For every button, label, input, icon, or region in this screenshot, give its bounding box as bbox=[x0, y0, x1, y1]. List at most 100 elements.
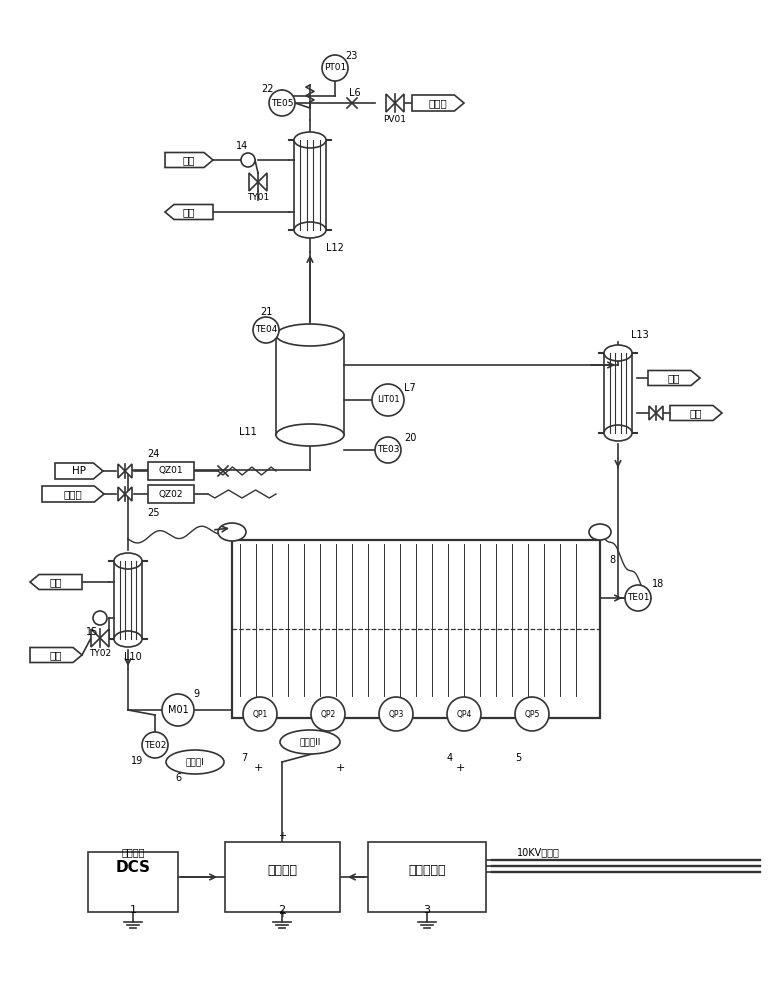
Text: 电解质: 电解质 bbox=[64, 489, 82, 499]
Text: L10: L10 bbox=[124, 652, 142, 662]
Ellipse shape bbox=[604, 425, 632, 441]
Text: QP2: QP2 bbox=[320, 710, 336, 718]
Ellipse shape bbox=[589, 524, 611, 540]
Text: +: + bbox=[336, 763, 345, 773]
Ellipse shape bbox=[604, 345, 632, 361]
Text: QP1: QP1 bbox=[253, 710, 267, 718]
Bar bbox=[294, 140, 326, 230]
Ellipse shape bbox=[166, 750, 224, 774]
Ellipse shape bbox=[93, 611, 107, 625]
Text: +: + bbox=[278, 831, 286, 841]
Text: TE03: TE03 bbox=[377, 446, 399, 454]
Text: TY01: TY01 bbox=[247, 194, 269, 202]
Polygon shape bbox=[249, 173, 258, 191]
Text: 7: 7 bbox=[241, 753, 247, 763]
Text: QP3: QP3 bbox=[389, 710, 404, 718]
Circle shape bbox=[447, 697, 481, 731]
Text: 23: 23 bbox=[345, 51, 357, 61]
Text: 冷媒: 冷媒 bbox=[183, 207, 195, 217]
Polygon shape bbox=[395, 94, 404, 112]
Ellipse shape bbox=[114, 553, 142, 569]
Polygon shape bbox=[656, 406, 663, 420]
Polygon shape bbox=[118, 464, 125, 478]
Text: 24: 24 bbox=[147, 449, 159, 459]
Text: M01: M01 bbox=[167, 705, 188, 715]
Text: 2: 2 bbox=[279, 905, 286, 915]
Polygon shape bbox=[412, 95, 464, 111]
Bar bbox=[148, 485, 194, 503]
Text: 25: 25 bbox=[147, 508, 159, 518]
Text: +: + bbox=[278, 909, 286, 919]
Text: QZ02: QZ02 bbox=[159, 489, 184, 498]
Ellipse shape bbox=[276, 424, 344, 446]
Polygon shape bbox=[30, 574, 82, 589]
Polygon shape bbox=[118, 487, 125, 501]
Text: 冷媒: 冷媒 bbox=[690, 408, 702, 418]
Text: 整流变压器: 整流变压器 bbox=[409, 863, 445, 876]
Text: 22: 22 bbox=[262, 84, 274, 94]
Ellipse shape bbox=[241, 153, 255, 167]
Text: QP5: QP5 bbox=[525, 710, 540, 718]
Text: 20: 20 bbox=[404, 433, 416, 443]
Polygon shape bbox=[165, 152, 213, 167]
Polygon shape bbox=[670, 406, 722, 420]
Text: 10KV高压电: 10KV高压电 bbox=[517, 847, 559, 857]
Text: +: + bbox=[455, 763, 465, 773]
Polygon shape bbox=[648, 370, 700, 385]
Text: TE05: TE05 bbox=[271, 99, 293, 107]
Text: L11: L11 bbox=[239, 427, 257, 437]
Text: 21: 21 bbox=[260, 307, 272, 317]
Circle shape bbox=[243, 697, 277, 731]
Text: 1: 1 bbox=[130, 905, 137, 915]
Text: TE01: TE01 bbox=[627, 593, 649, 602]
Bar bbox=[604, 353, 632, 433]
Bar bbox=[232, 540, 600, 718]
Text: 3: 3 bbox=[423, 905, 431, 915]
Text: HP: HP bbox=[72, 466, 86, 476]
Text: 19: 19 bbox=[131, 756, 143, 766]
Ellipse shape bbox=[218, 523, 246, 541]
Polygon shape bbox=[91, 629, 100, 647]
Text: PV01: PV01 bbox=[383, 114, 406, 123]
Ellipse shape bbox=[280, 730, 340, 754]
Text: L7: L7 bbox=[404, 383, 416, 393]
Polygon shape bbox=[258, 173, 267, 191]
Bar bbox=[114, 561, 142, 639]
Text: 冷媒: 冷媒 bbox=[50, 577, 62, 587]
Text: TE02: TE02 bbox=[144, 740, 166, 750]
Text: LIT01: LIT01 bbox=[376, 395, 399, 404]
Ellipse shape bbox=[276, 324, 344, 346]
Text: 9: 9 bbox=[193, 689, 199, 699]
Polygon shape bbox=[100, 629, 109, 647]
Text: 5: 5 bbox=[515, 753, 521, 763]
Text: 14: 14 bbox=[236, 141, 248, 151]
Text: 15: 15 bbox=[86, 627, 98, 637]
Circle shape bbox=[322, 55, 348, 81]
Text: 电解组I: 电解组I bbox=[186, 758, 204, 766]
Text: L12: L12 bbox=[326, 243, 344, 253]
Ellipse shape bbox=[294, 222, 326, 238]
Circle shape bbox=[311, 697, 345, 731]
Circle shape bbox=[269, 90, 295, 116]
Polygon shape bbox=[386, 94, 395, 112]
Circle shape bbox=[625, 585, 651, 611]
Bar bbox=[225, 842, 340, 912]
Text: L13: L13 bbox=[631, 330, 649, 340]
Polygon shape bbox=[30, 648, 82, 662]
Text: 直流电源: 直流电源 bbox=[267, 863, 297, 876]
Bar bbox=[148, 462, 194, 480]
Text: L6: L6 bbox=[349, 88, 361, 98]
Text: TE04: TE04 bbox=[255, 326, 277, 334]
Circle shape bbox=[253, 317, 279, 343]
Text: TY02: TY02 bbox=[89, 650, 111, 658]
Circle shape bbox=[515, 697, 549, 731]
Text: 4: 4 bbox=[447, 753, 453, 763]
Polygon shape bbox=[125, 464, 132, 478]
Text: PT01: PT01 bbox=[324, 64, 346, 73]
Circle shape bbox=[162, 694, 194, 726]
Text: QZ01: QZ01 bbox=[159, 466, 184, 476]
Bar bbox=[276, 335, 344, 435]
Text: 电解组II: 电解组II bbox=[300, 738, 321, 746]
Ellipse shape bbox=[294, 132, 326, 148]
Text: 产品气: 产品气 bbox=[429, 98, 448, 108]
